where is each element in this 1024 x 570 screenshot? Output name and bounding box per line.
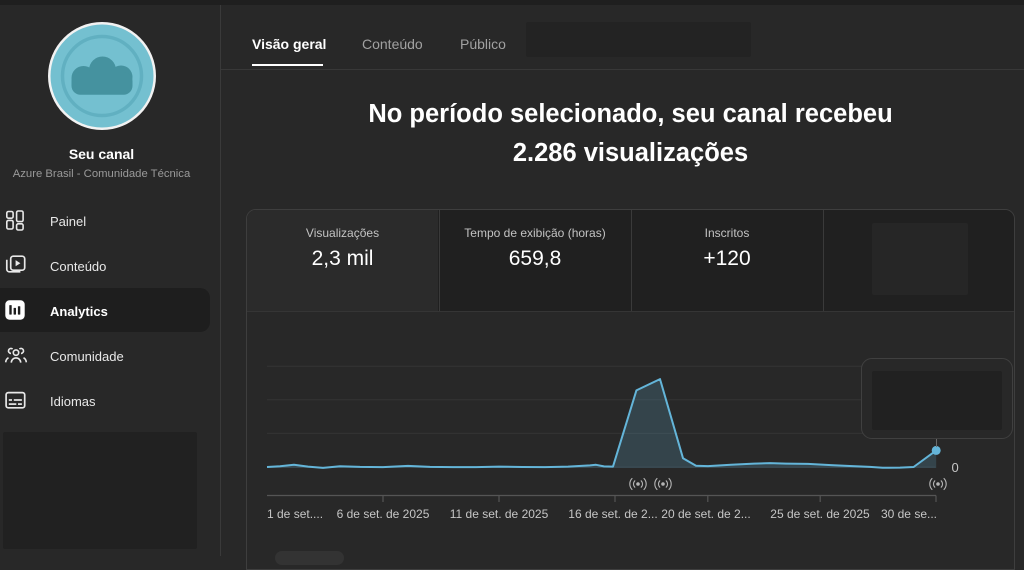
svg-text:30 de se...: 30 de se... bbox=[881, 507, 937, 521]
svg-text:16 de set. de 2...: 16 de set. de 2... bbox=[568, 507, 657, 521]
svg-text:20 de set. de 2...: 20 de set. de 2... bbox=[661, 507, 750, 521]
svg-text:6 de set. de 2025: 6 de set. de 2025 bbox=[337, 507, 430, 521]
svg-text:1 de set....: 1 de set.... bbox=[267, 507, 323, 521]
svg-text:11 de set. de 2025: 11 de set. de 2025 bbox=[450, 507, 549, 521]
svg-text:25 de set. de 2025: 25 de set. de 2025 bbox=[770, 507, 870, 521]
